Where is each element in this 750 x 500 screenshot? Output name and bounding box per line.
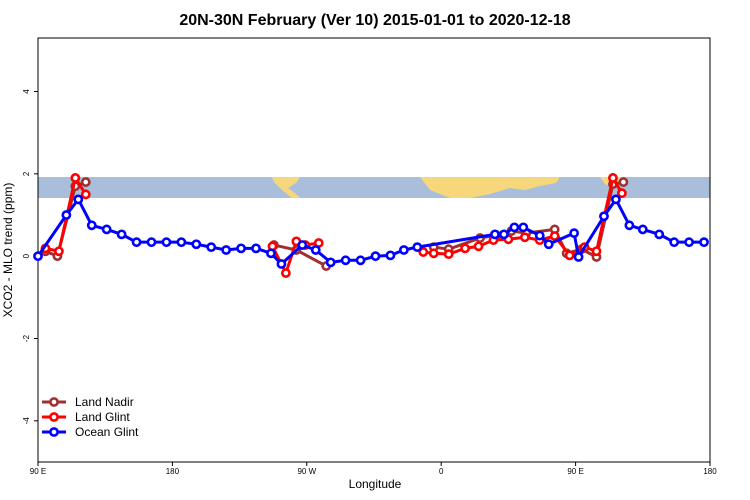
data-point <box>131 237 142 248</box>
y-tick-label: 4 <box>22 89 31 94</box>
y-axis-label: XCO2 - MLO trend (ppm) <box>1 183 15 318</box>
data-point <box>280 268 291 278</box>
x-tick-label: 90 W <box>297 467 316 476</box>
data-point <box>251 243 261 254</box>
data-point <box>86 220 97 231</box>
data-point <box>534 230 545 241</box>
data-point <box>70 173 81 183</box>
data-point <box>101 224 112 235</box>
data-point <box>569 228 580 239</box>
data-point <box>340 255 351 266</box>
data-point <box>276 259 287 269</box>
data-point <box>221 245 232 255</box>
legend-label: Ocean Glint <box>75 425 139 439</box>
data-point <box>355 255 366 266</box>
data-point <box>637 224 648 235</box>
data-point <box>564 250 575 261</box>
data-point <box>616 188 627 199</box>
data-point <box>611 194 621 205</box>
data-point <box>297 240 308 250</box>
data-point <box>236 243 246 254</box>
legend-marker <box>49 397 59 407</box>
data-point <box>509 222 520 233</box>
data-point <box>591 246 602 257</box>
data-point <box>618 177 629 187</box>
data-point <box>176 237 187 248</box>
x-tick-label: 180 <box>703 467 717 476</box>
x-tick-label: 90 E <box>567 467 583 476</box>
data-point <box>73 194 84 205</box>
data-point <box>80 177 91 187</box>
data-point <box>418 247 429 257</box>
data-point <box>443 249 454 260</box>
data-point <box>412 242 423 253</box>
data-point <box>549 231 560 241</box>
data-point <box>608 173 618 183</box>
data-point <box>573 252 584 262</box>
y-tick-label: 0 <box>22 253 31 258</box>
data-point <box>266 248 276 259</box>
data-point <box>669 237 680 248</box>
plot-frame <box>37 37 711 463</box>
data-point <box>624 220 635 231</box>
data-point <box>370 251 381 262</box>
data-point <box>428 248 439 259</box>
data-point <box>80 189 91 200</box>
data-point <box>161 237 172 248</box>
map-strip <box>38 177 710 198</box>
chart-title: 20N-30N February (Ver 10) 2015-01-01 to … <box>179 12 570 29</box>
data-point <box>54 246 64 257</box>
data-point <box>385 250 396 261</box>
data-point <box>699 237 709 248</box>
data-point <box>325 257 336 268</box>
data-point <box>654 229 665 240</box>
data-point <box>684 237 694 248</box>
x-tick-label: 90 E <box>30 467 46 476</box>
data-point <box>473 241 484 252</box>
legend-marker <box>49 427 59 437</box>
x-tick-label: 0 <box>439 467 444 476</box>
data-point <box>519 232 530 243</box>
y-tick-label: -4 <box>22 417 31 425</box>
x-axis-label: Longitude <box>349 477 402 491</box>
data-point <box>543 239 554 250</box>
data-point <box>116 229 127 240</box>
y-tick-label: 2 <box>22 171 31 176</box>
data-point <box>490 229 500 240</box>
data-point <box>460 243 470 254</box>
y-tick-label: -2 <box>22 334 31 342</box>
data-point <box>499 229 509 240</box>
data-point <box>206 242 217 253</box>
data-point <box>146 237 157 248</box>
legend-marker <box>49 412 59 422</box>
x-tick-label: 180 <box>166 467 180 476</box>
data-point <box>310 245 321 255</box>
legend-label: Land Glint <box>75 410 130 424</box>
data-point <box>398 245 409 255</box>
data-point <box>61 210 72 220</box>
data-point <box>599 211 609 222</box>
legend-label: Land Nadir <box>75 395 134 409</box>
data-point <box>518 222 529 233</box>
data-point <box>191 239 202 250</box>
data-point <box>33 251 43 262</box>
